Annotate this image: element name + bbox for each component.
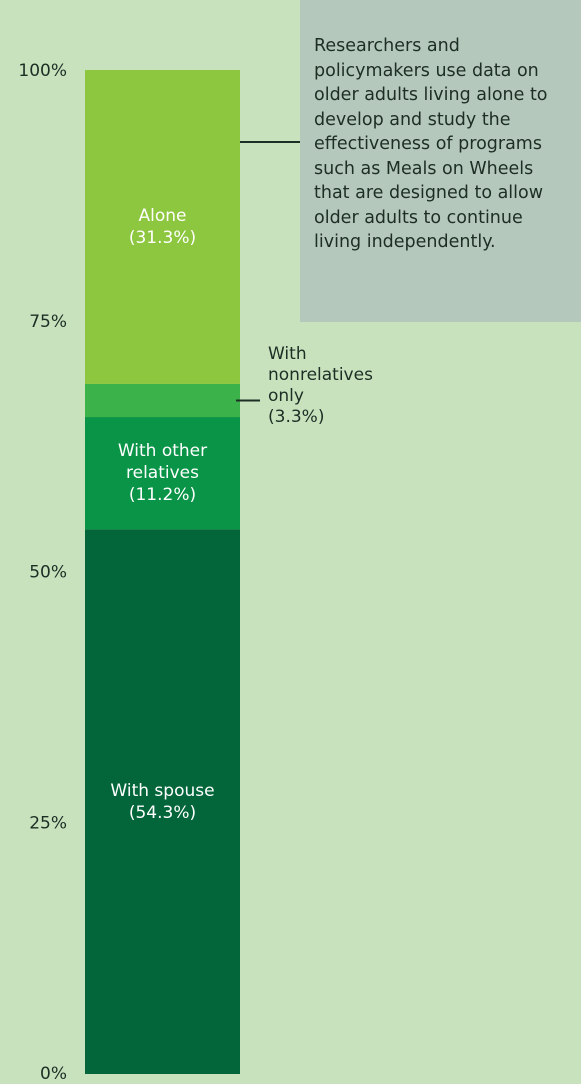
segment-label: Alone(31.3%) — [95, 205, 230, 249]
value-label: (11.2%) — [95, 484, 230, 506]
series-name: Alone — [95, 205, 230, 227]
annotation: Researchers and policymakers use data on… — [300, 0, 581, 322]
value-label: (31.3%) — [95, 227, 230, 249]
page: 0% 25% 50% 75% 100% Researchers and policyma… — [0, 0, 581, 1084]
segment-label: With nonrelatives only(3.3%) — [268, 344, 393, 428]
value-label: (54.3%) — [95, 802, 230, 824]
segment-label: With spouse(54.3%) — [95, 780, 230, 824]
series-name: With other relatives — [95, 440, 230, 484]
y-tick-label: 0% — [40, 1064, 67, 1084]
series-name: With nonrelatives only — [268, 344, 393, 407]
y-tick-label: 50% — [29, 563, 67, 583]
y-tick-label: 75% — [29, 312, 67, 332]
bar-segment — [85, 384, 240, 417]
y-tick-label: 100% — [18, 61, 67, 81]
segment-label: With other relatives(11.2%) — [95, 440, 230, 506]
y-tick-label: 25% — [29, 813, 67, 833]
value-label: (3.3%) — [268, 407, 393, 428]
series-name: With spouse — [95, 780, 230, 802]
